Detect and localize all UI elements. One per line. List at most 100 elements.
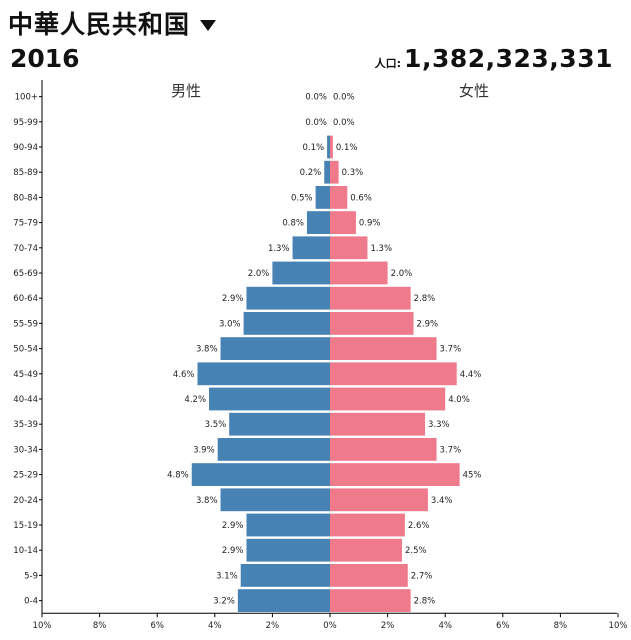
data-label-female: 2.9% <box>417 319 439 329</box>
bar-female <box>330 236 368 260</box>
data-label-male: 3.1% <box>216 571 238 581</box>
data-label-male: 0.0% <box>305 93 327 103</box>
chevron-down-icon[interactable] <box>200 19 217 31</box>
y-tick-label: 85-89 <box>13 168 38 178</box>
data-label-female: 0.0% <box>333 93 355 103</box>
legend-female: 女性 <box>459 82 489 100</box>
y-tick-label: 25-29 <box>13 471 38 481</box>
bar-male <box>240 564 330 587</box>
data-label-male: 3.9% <box>193 445 215 455</box>
x-tick-label: 4% <box>208 621 222 631</box>
y-tick-label: 55-59 <box>13 319 38 329</box>
bar-male <box>292 236 330 260</box>
y-tick-label: 35-39 <box>13 420 38 430</box>
data-label-male: 4.6% <box>173 370 195 380</box>
y-tick-label: 10-14 <box>13 546 38 556</box>
y-tick-label: 60-64 <box>13 294 38 304</box>
bar-male <box>237 589 330 612</box>
data-label-male: 3.2% <box>213 597 235 607</box>
data-label-female: 45% <box>463 471 482 481</box>
data-label-female: 3.4% <box>431 496 453 506</box>
legend-male: 男性 <box>171 82 201 100</box>
data-label-male: 0.0% <box>305 118 327 128</box>
data-label-female: 0.6% <box>350 193 372 203</box>
data-label-male: 3.8% <box>196 345 218 355</box>
data-label-male: 0.2% <box>300 168 322 178</box>
data-label-male: 0.8% <box>282 219 304 229</box>
y-tick-label: 80-84 <box>13 193 38 203</box>
bar-female <box>330 412 426 436</box>
x-tick-label: 10% <box>33 621 52 631</box>
x-tick-label: 10% <box>609 621 628 631</box>
data-label-female: 2.0% <box>391 269 413 279</box>
y-tick-label: 100+ <box>15 93 38 103</box>
data-label-female: 3.3% <box>428 420 450 430</box>
x-tick-label: 2% <box>381 621 395 631</box>
bar-male <box>246 538 330 562</box>
data-label-male: 2.9% <box>222 294 244 304</box>
year-label: 2016 <box>10 44 80 73</box>
x-tick-label: 6% <box>496 621 510 631</box>
data-label-female: 4.4% <box>460 370 482 380</box>
data-label-male: 4.8% <box>167 471 189 481</box>
data-label-female: 1.3% <box>370 244 392 254</box>
data-label-female: 3.7% <box>440 445 462 455</box>
y-tick-label: 50-54 <box>13 345 38 355</box>
bar-male <box>191 463 330 486</box>
data-label-male: 0.1% <box>303 143 325 153</box>
data-label-female: 0.1% <box>336 143 358 153</box>
bar-female <box>330 186 348 209</box>
data-label-male: 2.9% <box>222 521 244 531</box>
bar-female <box>330 513 405 537</box>
x-tick-label: 6% <box>150 621 164 631</box>
data-label-female: 2.7% <box>411 571 433 581</box>
data-label-male: 2.9% <box>222 546 244 556</box>
data-label-male: 3.8% <box>196 496 218 506</box>
y-tick-label: 15-19 <box>13 521 38 531</box>
bar-female <box>330 538 402 562</box>
bar-female <box>330 312 414 335</box>
bar-female <box>330 564 408 587</box>
y-tick-label: 20-24 <box>13 496 38 506</box>
y-tick-label: 70-74 <box>13 244 38 254</box>
y-tick-label: 95-99 <box>13 118 38 128</box>
y-tick-label: 5-9 <box>24 571 38 581</box>
bar-female <box>330 362 457 386</box>
y-tick-label: 45-49 <box>13 370 38 380</box>
x-tick-label: 0% <box>323 621 337 631</box>
bar-female <box>330 160 339 184</box>
data-label-male: 1.3% <box>268 244 290 254</box>
y-tick-label: 65-69 <box>13 269 38 279</box>
bar-female <box>330 438 437 461</box>
bar-male <box>217 438 330 461</box>
data-label-male: 3.0% <box>219 319 241 329</box>
country-name[interactable]: 中華人民共和国 <box>8 10 191 39</box>
x-tick-label: 8% <box>93 621 107 631</box>
y-tick-label: 75-79 <box>13 219 38 229</box>
country-selector[interactable]: 中華人民共和国 <box>8 6 217 40</box>
bar-male <box>315 186 330 209</box>
y-tick-label: 40-44 <box>13 395 38 405</box>
data-label-female: 4.0% <box>448 395 470 405</box>
bar-male <box>243 312 330 335</box>
bar-male <box>246 513 330 537</box>
data-label-female: 0.0% <box>333 118 355 128</box>
population-display: 人口: 1,382,323,331 <box>375 44 613 73</box>
bar-male <box>306 211 330 234</box>
bar-male <box>324 160 330 184</box>
data-label-female: 2.8% <box>414 597 436 607</box>
bar-female <box>330 261 388 285</box>
bar-male <box>246 286 330 310</box>
y-tick-label: 30-34 <box>13 445 38 455</box>
bar-male <box>220 488 330 512</box>
bar-male <box>220 337 330 360</box>
bar-male <box>327 135 330 159</box>
data-label-male: 2.0% <box>248 269 270 279</box>
bar-female <box>330 463 460 486</box>
y-tick-label: 90-94 <box>13 143 38 153</box>
y-tick-label: 0-4 <box>24 597 38 607</box>
bar-female <box>330 337 437 360</box>
data-label-female: 2.8% <box>414 294 436 304</box>
bar-female <box>330 387 446 411</box>
data-label-female: 3.7% <box>440 345 462 355</box>
